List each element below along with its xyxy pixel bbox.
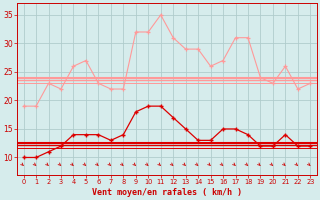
- X-axis label: Vent moyen/en rafales ( km/h ): Vent moyen/en rafales ( km/h ): [92, 188, 242, 197]
